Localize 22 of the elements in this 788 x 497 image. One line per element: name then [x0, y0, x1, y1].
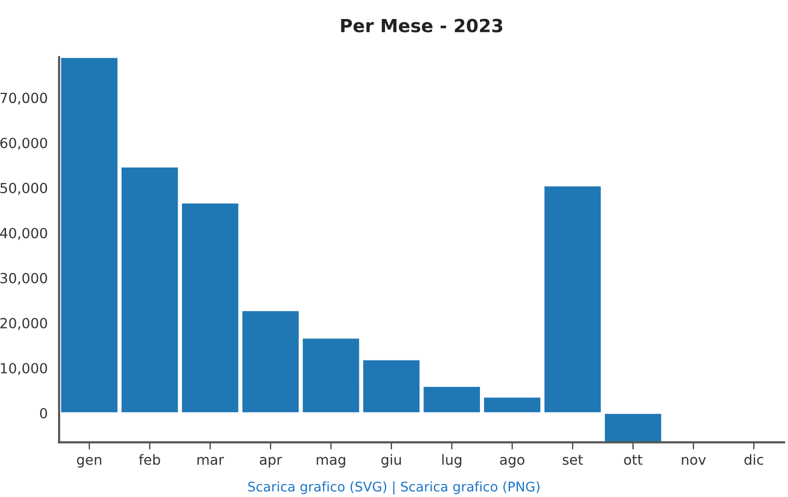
- y-tick-label: 70,000: [0, 92, 48, 105]
- y-tick-label: 20,000: [0, 318, 48, 330]
- text: Scarica grafico (SVG) | Scarica grafico (PNG): [248, 481, 540, 495]
- x-tick-label: set: [562, 454, 583, 465]
- y-tick-label: 60,000: [0, 138, 48, 150]
- y-tick-label: 30,000: [0, 272, 48, 285]
- y-tick-label: 10,000: [0, 362, 48, 375]
- chart-title: Per Mese - 2023: [341, 18, 502, 32]
- y-tick-label: 50,000: [0, 182, 48, 195]
- x-tick-label: gen: [76, 456, 102, 468]
- x-tick-label: apr: [260, 456, 282, 468]
- x-tick-label: giu: [381, 454, 401, 468]
- x-tick-label: nov: [682, 456, 706, 465]
- x-tick-label: mag: [316, 456, 346, 468]
- x-tick-label: feb: [138, 454, 160, 465]
- x-tick-label: ago: [500, 456, 524, 468]
- y-tick-label: 40,000: [0, 228, 48, 240]
- y-tick-label: 0: [40, 408, 48, 419]
- x-tick-label: dic: [744, 454, 764, 465]
- x-tick-label: lug: [442, 454, 462, 468]
- x-tick-label: mar: [198, 456, 224, 465]
- x-tick-label: ott: [624, 454, 642, 465]
